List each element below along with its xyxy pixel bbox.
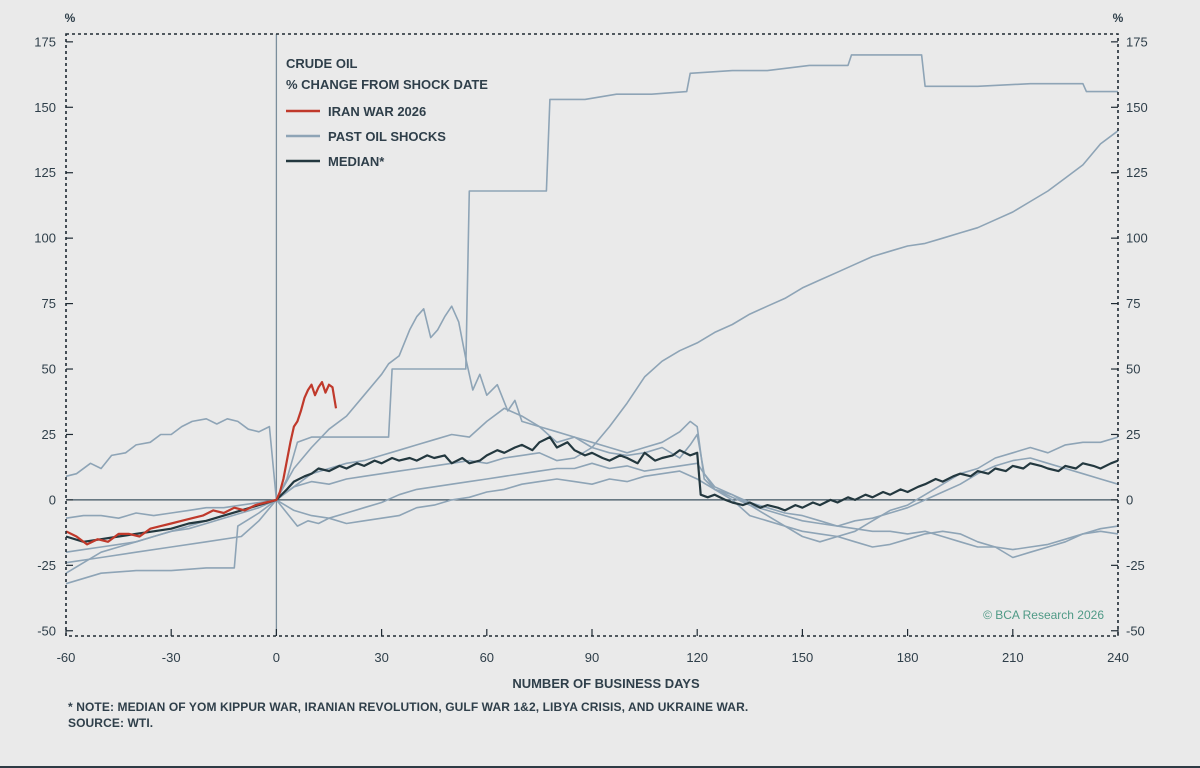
grid-layer xyxy=(66,34,1118,636)
x-tick-label: 90 xyxy=(585,650,599,665)
y-axis-unit-right: % xyxy=(1113,11,1124,25)
plot-frame xyxy=(65,33,1119,637)
y-tick-label-right: 100 xyxy=(1126,231,1148,246)
series-line-past-shock-d-libya-crisis xyxy=(65,407,1119,543)
y-tick-label-right: 25 xyxy=(1126,427,1140,442)
y-tick-label-left: 150 xyxy=(34,100,56,115)
y-tick-label-left: 175 xyxy=(34,34,56,49)
x-tick-label: 150 xyxy=(792,650,814,665)
series-line-iran-war-2026 xyxy=(65,381,338,546)
footnote-source: SOURCE: WTI. xyxy=(68,716,154,730)
y-tick-label-right: 50 xyxy=(1126,362,1140,377)
series-line-past-shock-a-gulf-war xyxy=(65,54,1118,585)
series-line-past-shock-f-gulf-war-2 xyxy=(65,462,1119,564)
y-tick-label-right: 175 xyxy=(1126,34,1148,49)
legend-label: IRAN WAR 2026 xyxy=(328,104,426,119)
x-tick-label: 180 xyxy=(897,650,919,665)
y-tick-label-left: 75 xyxy=(42,296,56,311)
x-tick-label: 240 xyxy=(1107,650,1129,665)
x-tick-label: -60 xyxy=(57,650,76,665)
y-tick-label-left: 100 xyxy=(34,231,56,246)
chart-subtitle: % CHANGE FROM SHOCK DATE xyxy=(286,77,488,92)
bottom-rule xyxy=(0,766,1200,768)
legend-label: MEDIAN* xyxy=(328,154,385,169)
x-tick-label: 60 xyxy=(480,650,494,665)
y-tick-label-left: 50 xyxy=(42,362,56,377)
series-layer xyxy=(65,54,1119,585)
x-tick-label: -30 xyxy=(162,650,181,665)
x-tick-label: 210 xyxy=(1002,650,1024,665)
chart-title: CRUDE OIL xyxy=(286,56,358,71)
x-tick-label: 0 xyxy=(273,650,280,665)
footnote-note: * NOTE: MEDIAN OF YOM KIPPUR WAR, IRANIA… xyxy=(68,700,749,714)
y-tick-label-right: 75 xyxy=(1126,296,1140,311)
y-tick-label-left: -50 xyxy=(37,623,56,638)
x-tick-label: 30 xyxy=(374,650,388,665)
watermark: © BCA Research 2026 xyxy=(983,608,1104,622)
legend-label: PAST OIL SHOCKS xyxy=(328,129,446,144)
y-tick-label-right: 150 xyxy=(1126,100,1148,115)
axes-layer: -50 -50 -25 -25 0 0 25 25 50 50 75 75 100 100 125 125 15… xyxy=(34,11,1147,691)
series-line-past-shock-b-iranian-revolution xyxy=(65,130,1119,501)
y-tick-label-right: -25 xyxy=(1126,558,1145,573)
chart: -50 -50 -25 -25 0 0 25 25 50 50 75 75 100 100 125 125 15… xyxy=(34,11,1147,691)
y-tick-label-left: 0 xyxy=(49,492,56,507)
y-axis-unit-left: % xyxy=(65,11,76,25)
y-tick-label-right: 125 xyxy=(1126,165,1148,180)
y-tick-label-right: -50 xyxy=(1126,623,1145,638)
x-tick-label: 120 xyxy=(686,650,708,665)
y-tick-label-left: 25 xyxy=(42,427,56,442)
legend: CRUDE OIL % CHANGE FROM SHOCK DATE IRAN WA… xyxy=(286,56,1104,622)
series-line-median xyxy=(65,436,1119,543)
x-axis-label: NUMBER OF BUSINESS DAYS xyxy=(512,676,700,691)
y-tick-label-left: 125 xyxy=(34,165,56,180)
y-tick-label-left: -25 xyxy=(37,558,56,573)
y-tick-label-right: 0 xyxy=(1126,492,1133,507)
